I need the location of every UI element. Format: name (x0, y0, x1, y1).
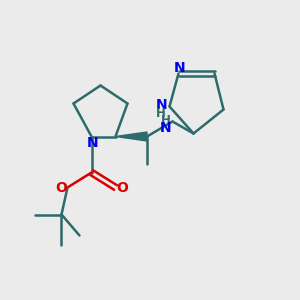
Text: N: N (86, 136, 98, 150)
Text: N: N (160, 121, 172, 135)
Text: H: H (156, 106, 166, 120)
Text: O: O (116, 181, 128, 194)
Text: N: N (173, 61, 185, 74)
Text: O: O (55, 181, 67, 194)
Text: H: H (161, 113, 171, 127)
Polygon shape (116, 132, 147, 141)
Text: N: N (155, 98, 167, 112)
